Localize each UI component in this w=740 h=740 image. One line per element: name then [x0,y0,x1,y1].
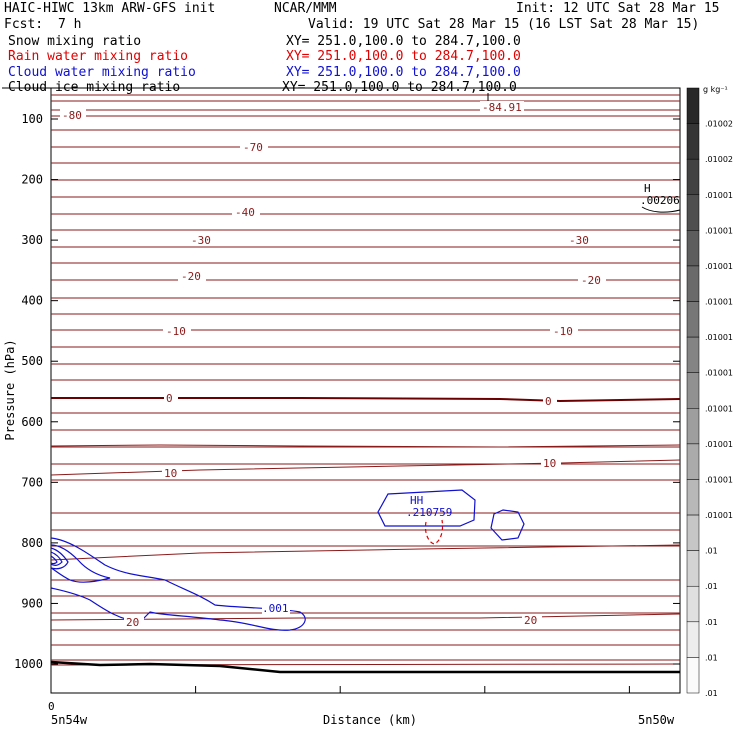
colorbar-label: .01001 [705,369,733,378]
field-xy-snow: XY= 251.0,100.0 to 284.7,100.0 [286,34,521,49]
colorbar-label: .01001 [705,404,733,413]
label-minus30-right: -30 [569,234,589,247]
field-xy-rain: XY= 251.0,100.0 to 284.7,100.0 [286,49,521,64]
colorbar-segment [686,194,700,231]
colorbar-segment [686,443,700,480]
label-zero-right: 0 [545,395,552,408]
colorbar-label: .01001 [705,333,733,342]
label-high-cloud: HH [410,494,423,507]
colorbar: .01002 .01002 .01001 .01001 .01001 .01001 .010… [686,87,733,698]
colorbar-label: .01001 [705,191,733,200]
colorbar-segment [686,550,700,587]
colorbar-label: .01001 [705,262,733,271]
colorbar-segment [686,408,700,445]
label-minus80: -80 [62,109,82,122]
y-tick-label: 300 [21,233,43,247]
colorbar-segment [686,87,700,124]
rain-water-contour [424,519,444,545]
colorbar-label: .01002 [705,155,733,164]
label-high-cloud-value: .210759 [406,506,452,519]
contour-labels: -80 -70 -40 -30 -30 -20 -20 -10 -10 0 0 … [60,101,606,629]
surface-line [50,660,680,674]
x-left-label: 5n54w [51,713,88,727]
colorbar-label: .01 [705,582,718,591]
label-20-right: 20 [524,614,537,627]
colorbar-label: .01 [705,618,718,627]
label-10-right: 10 [543,457,556,470]
colorbar-segment [686,657,700,694]
field-name-cloud-water: Cloud water mixing ratio [8,65,196,80]
label-min-temp: -84.91 [482,101,522,114]
colorbar-label: .01001 [705,475,733,484]
colorbar-segment [686,585,700,623]
label-high-ice: H [644,182,651,195]
colorbar-label: .01002 [705,120,733,129]
x-tick-zero: 0 [48,700,55,713]
colorbar-segment [686,514,700,551]
y-tick-label: 900 [21,596,43,610]
x-axis-title: Distance (km) [323,713,417,727]
org-label: NCAR/MMM [274,1,337,16]
colorbar-segment [686,479,700,516]
y-tick-label: 400 [21,294,43,308]
model-title: HAIC-HIWC 13km ARW-GFS init [4,1,216,16]
ice-contour-upper-right [641,206,681,213]
y-axis-title: Pressure (hPa) [3,339,17,440]
valid-time: Valid: 19 UTC Sat 28 Mar 15 (16 LST Sat … [308,17,700,32]
init-time: Init: 12 UTC Sat 28 Mar 15 [516,1,720,16]
label-zero-left: 0 [166,392,173,405]
label-cloud-001: .001 [262,602,289,615]
y-tick-label: 700 [21,475,43,489]
fcst-value: 7 h [58,17,82,32]
y-tick-label: 600 [21,415,43,429]
colorbar-segment [686,230,700,267]
fcst-label: Fcst: [4,17,44,32]
label-high-ice-value: .00206 [640,194,680,207]
x-right-label: 5n50w [638,713,675,727]
label-minus40: -40 [235,206,255,219]
field-xy-cloud-water: XY= 251.0,100.0 to 284.7,100.0 [286,65,521,80]
colorbar-label: .01001 [705,440,733,449]
colorbar-unit: g kg⁻¹ [703,85,728,94]
x-axis [50,686,630,693]
label-20-left: 20 [126,616,139,629]
plot-frame [50,87,681,694]
field-name-rain: Rain water mixing ratio [8,49,189,64]
label-minus30-left: -30 [191,234,211,247]
label-minus20-right: -20 [581,274,601,287]
colorbar-segment [686,621,700,658]
label-10-left: 10 [164,467,177,480]
label-minus20-left: -20 [181,270,201,283]
colorbar-label: .01 [705,547,718,556]
colorbar-segment [686,301,700,338]
colorbar-label: .01 [705,653,718,662]
colorbar-segment [686,158,700,196]
y-tick-label: 500 [21,354,43,368]
colorbar-label: .01001 [705,298,733,307]
cloud-water-contours [50,489,525,631]
colorbar-segment [686,336,700,373]
colorbar-label: .01001 [705,511,733,520]
y-tick-label: 200 [21,173,43,187]
y-tick-label: 1000 [14,657,43,671]
colorbar-segment [686,265,700,302]
colorbar-label: .01001 [705,226,733,235]
field-name-snow: Snow mixing ratio [8,34,142,49]
y-tick-label: 100 [21,112,43,126]
label-minus70: -70 [243,141,263,154]
label-minus10-right: -10 [553,325,573,338]
label-minus10-left: -10 [166,325,186,338]
colorbar-label: .01 [705,689,718,698]
colorbar-segment [686,372,700,409]
zero-isotherm-line [51,397,681,403]
temperature-contours [50,94,681,666]
y-tick-label: 800 [21,536,43,550]
colorbar-segment [686,123,700,160]
